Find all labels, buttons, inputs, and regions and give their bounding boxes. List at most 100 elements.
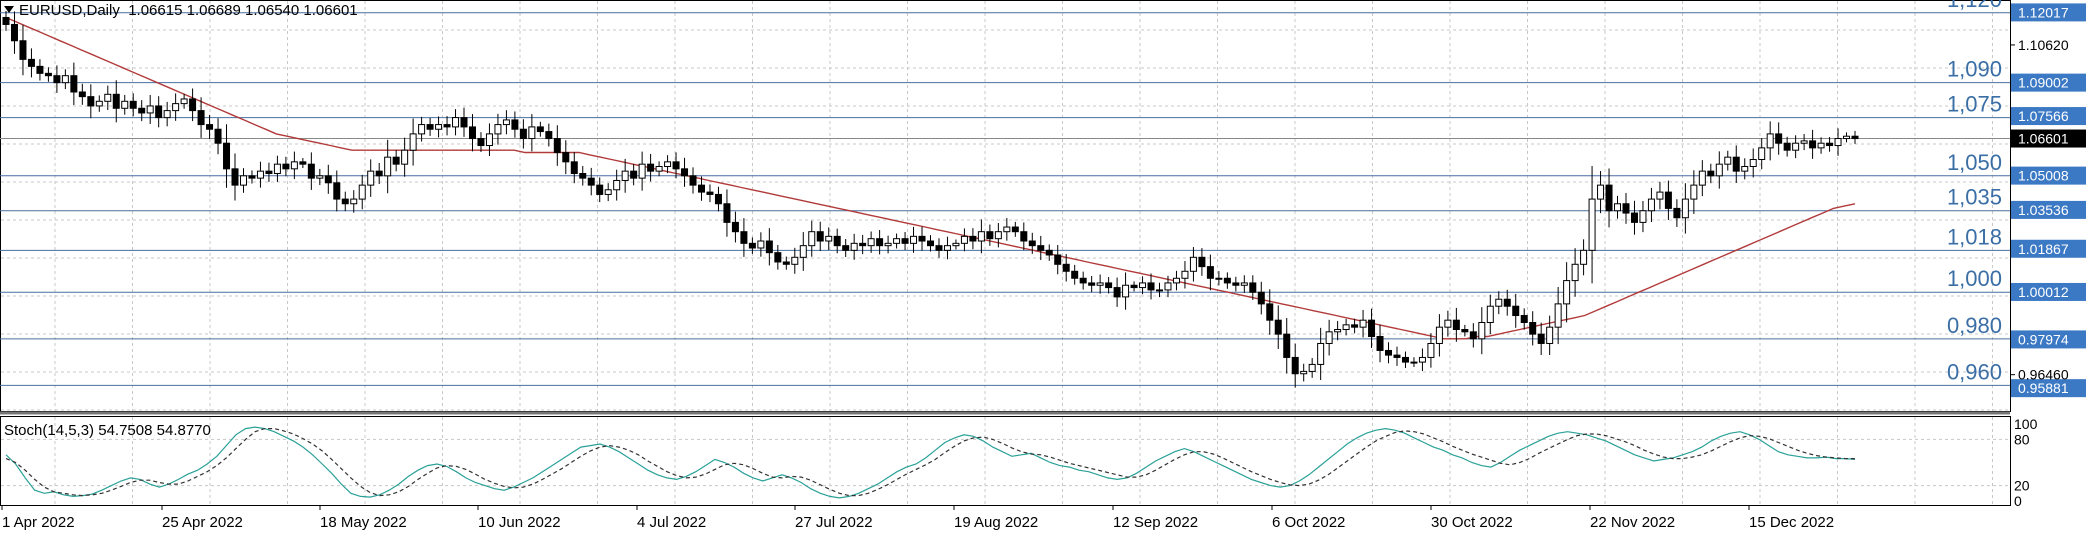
candle-body-up — [1427, 342, 1435, 358]
candle — [104, 85, 112, 111]
candle-body-down — [10, 23, 18, 42]
candle-body-up — [1614, 203, 1622, 212]
candle — [290, 151, 298, 180]
candle-body-up — [1834, 138, 1842, 147]
candle-body-down — [112, 93, 120, 109]
candle-body-up — [1325, 331, 1333, 344]
candle — [1418, 348, 1426, 372]
candle — [1435, 314, 1443, 357]
candle — [672, 152, 680, 179]
price-badge-label: 1.07566 — [2018, 108, 2069, 124]
candle-body-down — [706, 191, 714, 195]
candle-body-down — [1622, 203, 1630, 214]
candle-body-down — [816, 231, 824, 242]
price-axis: 1.12017 1.09002 1.07566 1.05008 1.03536 1.018… — [2010, 3, 2086, 509]
candle — [1681, 183, 1689, 234]
stochastic-panel — [1, 426, 2010, 499]
candle — [502, 110, 510, 135]
candle — [757, 232, 765, 257]
candle-body-down — [723, 203, 731, 223]
candle — [10, 11, 18, 54]
candle-body-up — [180, 98, 188, 105]
candle — [1317, 327, 1325, 381]
candle-body-down — [155, 105, 163, 119]
candle-body-up — [350, 198, 358, 205]
candle-body-down — [129, 100, 137, 109]
candle-body-down — [570, 161, 578, 174]
candle-body-down — [2, 16, 10, 25]
candle-body-up — [1495, 298, 1503, 307]
candle — [596, 177, 604, 203]
candle-body-down — [53, 75, 61, 84]
candle — [1011, 221, 1019, 237]
candle-body-down — [1223, 277, 1231, 284]
candle — [952, 239, 960, 250]
main-panel-border — [0, 0, 2011, 412]
candle — [1546, 315, 1554, 355]
candle-body-down — [1232, 282, 1240, 286]
candle-body-down — [1351, 324, 1359, 328]
candlesticks — [2, 11, 1859, 388]
candle — [731, 211, 739, 243]
candle — [587, 167, 595, 196]
time-label: 15 Dec 2022 — [1749, 514, 1834, 531]
candle-body-up — [1597, 184, 1605, 200]
candle-body-down — [27, 58, 35, 67]
candle — [1240, 275, 1248, 293]
candle — [53, 65, 61, 93]
candle — [1351, 318, 1359, 334]
candle — [401, 137, 409, 177]
candle — [1809, 129, 1817, 159]
candle-body-down — [1071, 270, 1079, 279]
candle-body-down — [375, 170, 383, 177]
candle — [468, 114, 476, 152]
time-label: 10 Jun 2022 — [478, 514, 561, 531]
candle-body-up — [1096, 282, 1104, 286]
stoch-axis-label: 80 — [2014, 431, 2030, 447]
dropdown-triangle-icon[interactable] — [4, 6, 14, 13]
price-badge — [2011, 239, 2086, 258]
candle-body-up — [757, 240, 765, 249]
candle — [1300, 363, 1308, 382]
candle — [256, 161, 264, 188]
candle — [664, 155, 672, 174]
candle — [87, 84, 95, 119]
candle-body-up — [1003, 226, 1011, 233]
candle — [477, 132, 485, 152]
candle — [1020, 222, 1028, 251]
candle-body-up — [1156, 289, 1164, 292]
candle — [1563, 262, 1571, 323]
level-label: 1,120 — [1947, 0, 2002, 12]
candle — [1257, 281, 1265, 315]
time-label: 27 Jul 2022 — [795, 514, 873, 531]
candle-body-up — [418, 124, 426, 135]
candle-body-down — [265, 170, 273, 174]
price-badge-label: 1.12017 — [2018, 4, 2069, 20]
candle — [1766, 121, 1774, 161]
candle — [808, 220, 816, 257]
candle — [994, 222, 1002, 248]
candle-body-up — [1317, 342, 1325, 365]
candle — [1139, 276, 1147, 295]
candle — [774, 244, 782, 270]
candle — [1792, 135, 1800, 159]
candle-body-up — [1656, 191, 1664, 200]
candle — [163, 101, 171, 127]
candle — [1715, 151, 1723, 189]
candle-body-up — [273, 163, 281, 174]
candle-body-up — [621, 170, 629, 181]
candle-body-down — [969, 235, 977, 242]
candle — [1783, 136, 1791, 157]
candle — [918, 226, 926, 251]
candle — [1469, 323, 1477, 348]
candle — [299, 157, 307, 169]
candle — [977, 219, 985, 254]
candle — [943, 236, 951, 260]
candle — [825, 227, 833, 250]
price-badge-label: 1.03536 — [2018, 202, 2069, 218]
time-label: 18 May 2022 — [320, 514, 407, 531]
candle-body-down — [740, 231, 748, 244]
candle — [231, 153, 239, 201]
level-label: 1,018 — [1947, 224, 2002, 249]
